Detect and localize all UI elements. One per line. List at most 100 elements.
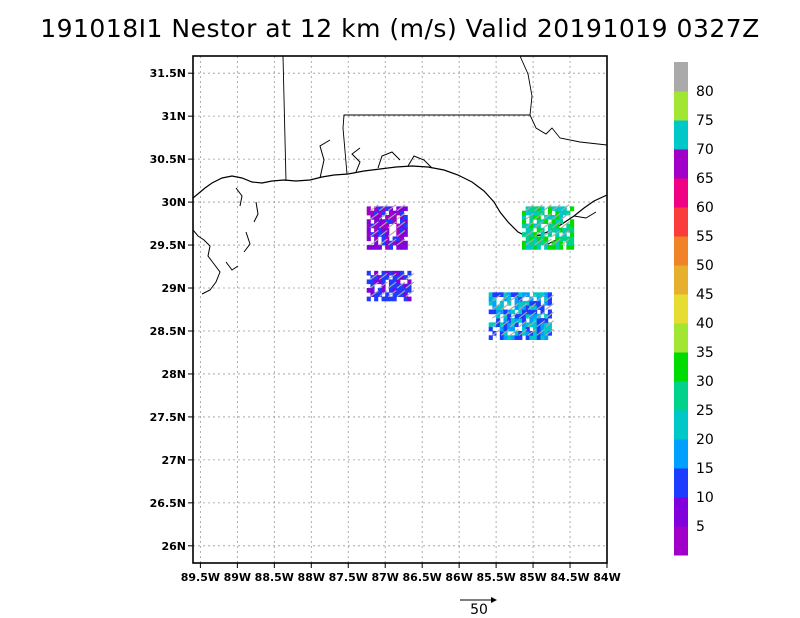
wind-cell [547,245,552,250]
lat-tick-label: 27.5N [150,411,186,424]
wind-vector [534,204,543,212]
wind-cell [551,245,556,250]
wind-cell [540,326,545,332]
wind-cell [525,305,530,310]
wind-cell [525,326,530,332]
wind-vector [525,238,535,246]
wind-vector [378,212,388,220]
reference-vector: 50 [460,597,497,618]
wind-cell [400,275,405,280]
wind-vector [560,221,570,229]
wind-cell [521,322,527,328]
wind-cell [529,206,534,212]
wind-cell [385,296,390,302]
wind-cell [566,245,571,250]
wind-cell [529,335,534,340]
wind-cell [400,219,405,224]
wind-cell [540,318,545,323]
wind-cell [529,318,534,323]
colorbar-label: 50 [696,258,714,274]
wind-cell [488,326,493,332]
wind-cell [521,292,527,298]
wind-vector [387,221,397,229]
wind-cell [533,335,538,340]
wind-cell [396,283,401,289]
wind-vector [545,294,554,302]
colorbar-label: 5 [696,519,705,535]
wind-cell [366,232,371,237]
wind-cell [381,270,386,276]
wind-cell [547,214,552,220]
wind-cell [558,245,564,250]
wind-vector [527,311,537,319]
wind-cell [381,219,386,224]
wind-cell [570,236,575,242]
wind-cell [540,322,545,328]
wind-vector [387,212,397,220]
colorbar-swatch [674,294,688,324]
wind-vector [518,328,528,336]
wind-cell [503,296,508,302]
wind-cell [529,223,534,229]
wind-cell [385,232,390,237]
wind-cell [499,322,504,328]
wind-cell [529,296,534,302]
wind-cell [385,206,390,212]
wind-cell [407,296,412,302]
wind-vector [405,281,415,289]
wind-cell [400,240,405,246]
wind-cell [518,300,523,306]
wind-cell [555,219,560,224]
wind-vector [500,303,510,310]
wind-cell [507,309,512,315]
wind-vector [370,290,379,298]
wind-vector [525,230,535,237]
wind-cell [540,227,545,233]
wind-cell [388,270,394,276]
wind-cell [499,330,504,336]
wind-vector [396,221,406,229]
wind-vector [387,230,397,237]
lat-tick-label: 29N [161,282,186,295]
wind-cell [529,245,534,250]
wind-cell [562,227,567,233]
wind-cell [514,292,519,298]
wind-cell [496,318,501,323]
wind-vector [527,303,537,310]
wind-cell [540,335,545,340]
wind-cell [547,206,552,212]
wind-cell [536,335,541,340]
wind-cell [536,219,541,224]
wind-cell [518,309,523,315]
wind-cell [521,210,527,216]
lat-tick-label: 27N [161,454,186,467]
wind-cell [514,318,519,323]
wind-cell [499,326,504,332]
wind-cell [381,288,386,293]
wind-cell [544,318,549,323]
wind-vector [370,204,379,212]
wind-cell [366,227,371,233]
lat-tick-label: 30N [161,196,186,209]
wind-cell [396,210,401,216]
wind-vector [378,204,388,212]
lon-tick-label: 87.5W [329,571,368,584]
wind-cell [510,318,515,323]
wind-cell [514,335,519,340]
wind-cell [507,335,512,340]
wind-cell [544,330,549,336]
wind-cell [366,223,371,229]
wind-cell [403,214,408,220]
wind-vector [387,272,397,280]
wind-cell [547,223,552,229]
latitude-axis: 31.5N 31N 30.5N 30N 29.5N 29N 28.5N 28N 27.5N 27N… [150,67,193,553]
wind-vector [518,303,528,310]
wind-cell [525,210,530,216]
wind-vector [527,320,537,328]
wind-cell [566,236,571,242]
wind-cell [403,245,408,250]
wind-cell [381,240,386,246]
wind-cell [529,313,534,319]
wind-cell [525,227,530,233]
wind-cell [533,245,538,250]
